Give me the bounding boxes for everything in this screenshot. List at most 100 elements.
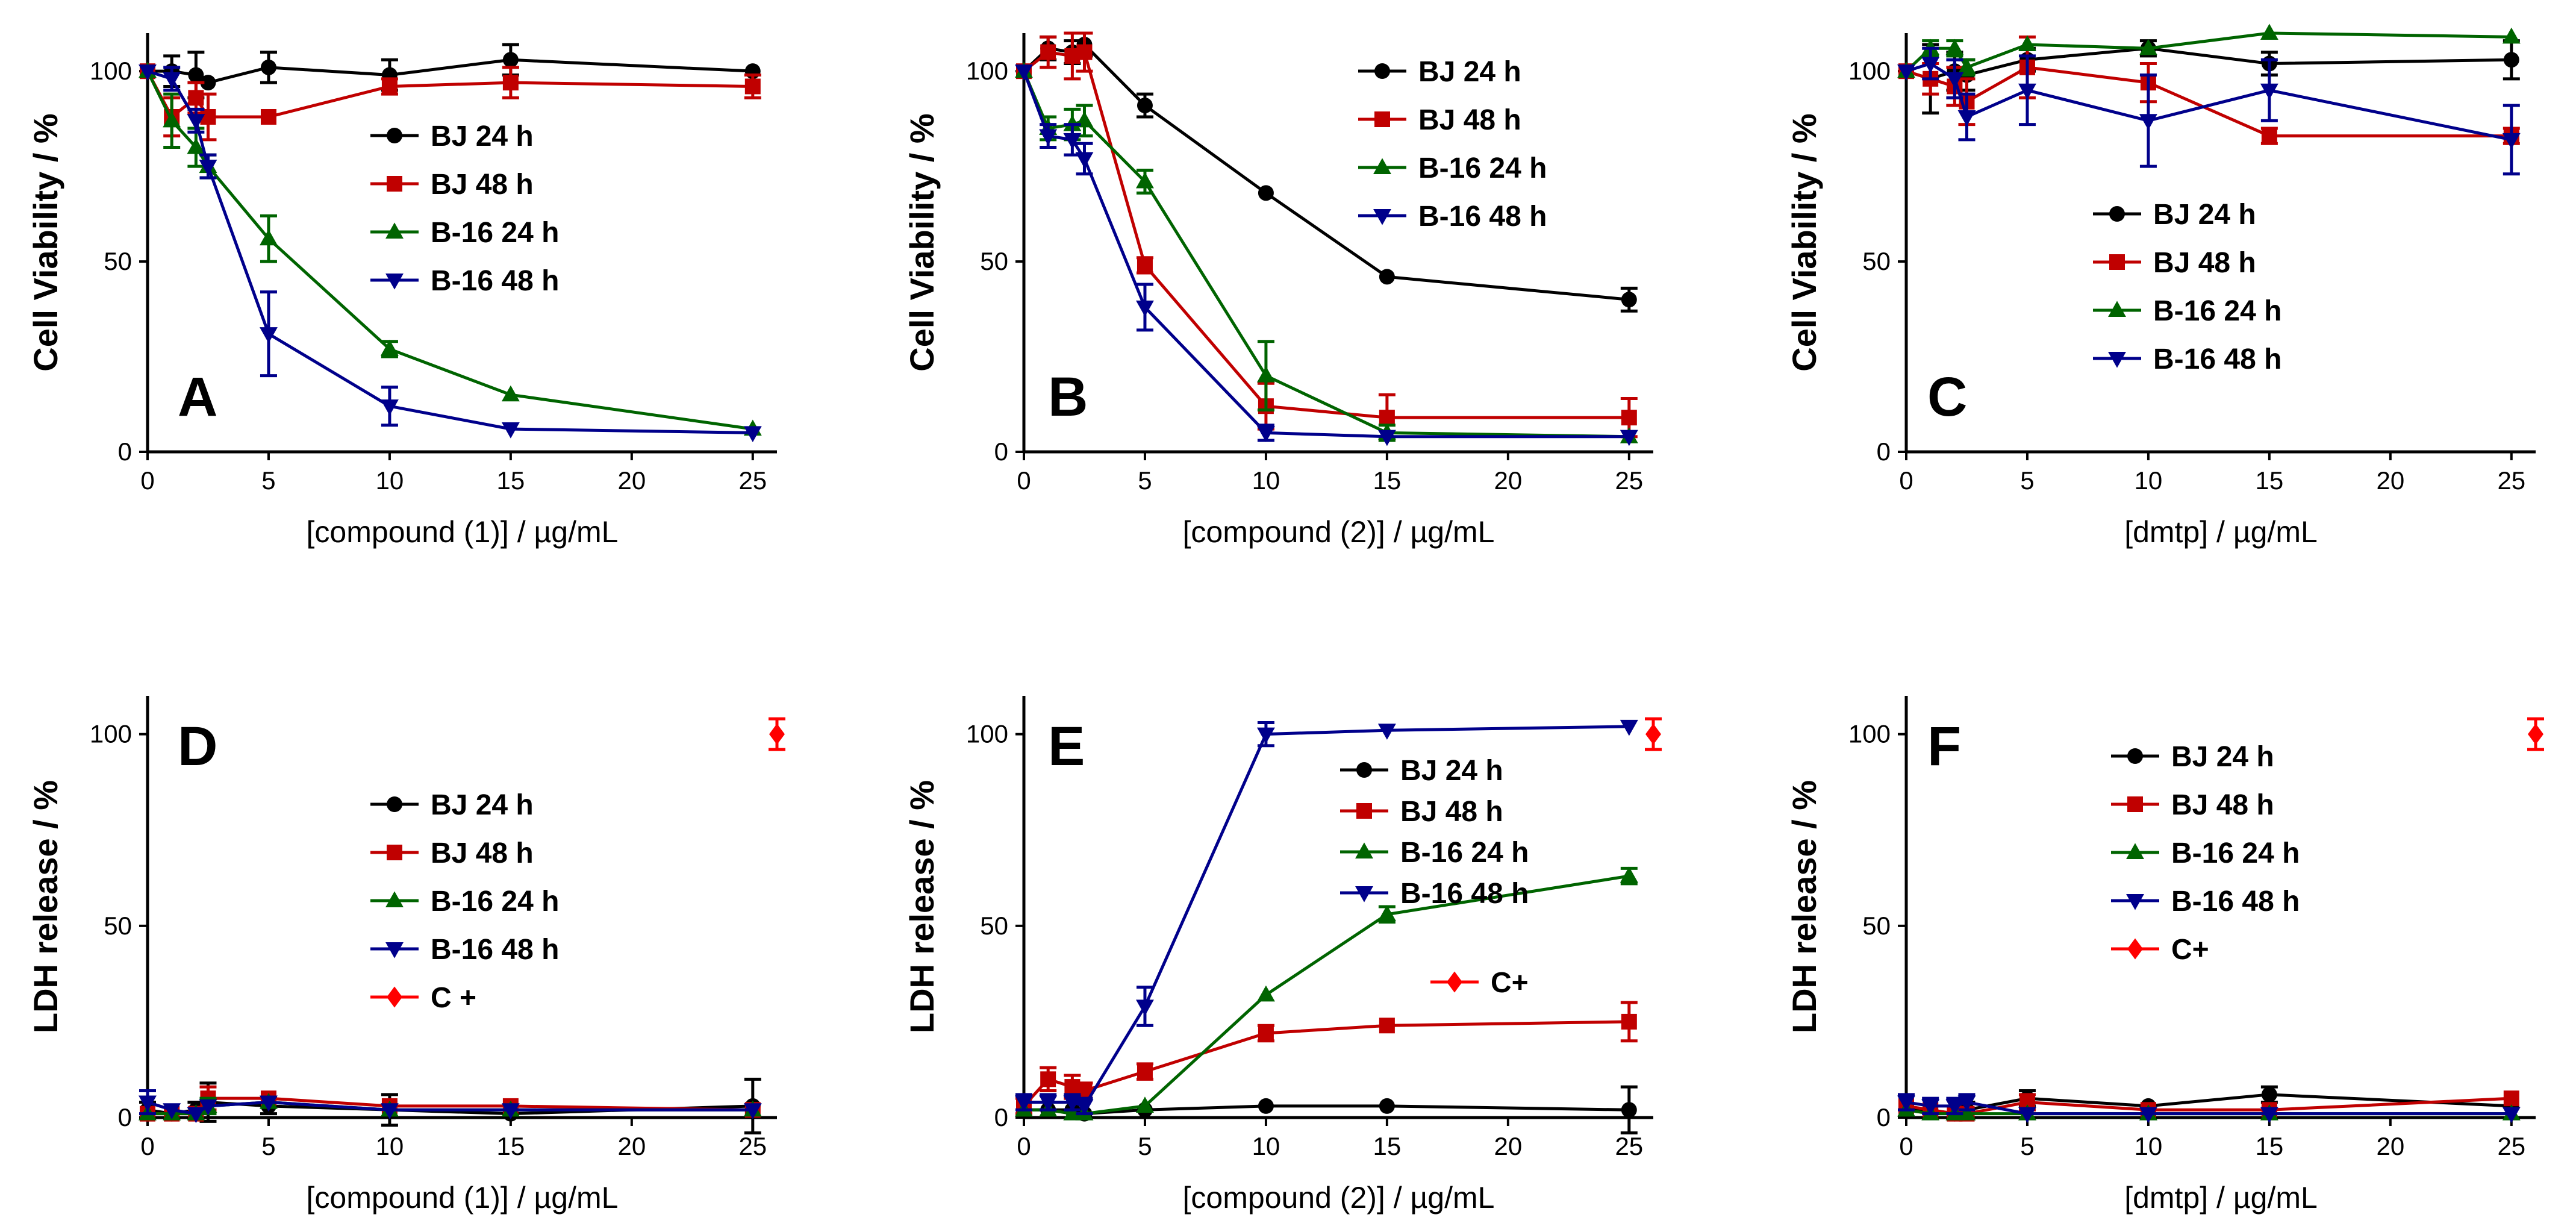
y-axis-title: Cell Viability / % [903,113,941,371]
x-tick-label: 10 [2135,1132,2163,1160]
data-point [163,111,181,128]
legend-label: C+ [2171,934,2209,966]
data-point [2261,128,2277,144]
legend-marker [1356,803,1372,819]
legend-label: BJ 24 h [431,120,534,152]
data-point [1256,985,1275,1002]
series-c [2527,717,2544,751]
data-point [1379,269,1395,285]
legend-item-b-16-24-h: B-16 24 h [2093,295,2281,327]
x-tick-label: 15 [2256,466,2284,495]
legend-item-b-16-48-h: B-16 48 h [370,265,559,297]
legend-marker [1447,971,1462,993]
data-point [1621,410,1637,426]
y-axis-title: LDH release / % [903,780,941,1033]
x-tick-label: 5 [261,1132,275,1160]
x-tick-label: 10 [1252,466,1280,495]
data-point [743,426,762,443]
data-point [1136,172,1154,189]
data-point [1957,1095,1976,1112]
series-bj-24-h [140,43,761,99]
data-point [1258,185,1274,201]
legend-label: B-16 24 h [1400,837,1529,869]
data-point [1256,727,1275,744]
data-point [1945,1099,1964,1116]
data-point [380,399,399,416]
panel-f: 0 5 10 15 20 25 0 50 100 [dmtp] / µg/mL LDH releas… [1785,696,2544,1215]
legend-item-bj-48-h: BJ 48 h [1358,104,1521,136]
data-point [1136,1096,1154,1113]
x-tick-label: 10 [376,1132,404,1160]
legend-label: B-16 48 h [2153,343,2281,375]
data-point [1620,430,1638,446]
data-point [380,1103,399,1119]
data-point [501,1103,520,1119]
data-point [1258,1025,1274,1041]
y-tick-label: 0 [994,1103,1008,1131]
x-tick-label: 25 [2497,466,2525,495]
data-point [1377,905,1396,921]
x-tick-label: 25 [1615,1132,1643,1160]
data-point [1921,57,1940,73]
legend-item-bj-48-h: BJ 48 h [370,169,534,201]
legend-marker [387,845,402,860]
legend-marker [1374,63,1390,79]
panel-letter: B [1048,366,1088,428]
legend-label: B-16 24 h [1418,152,1547,184]
data-point [1137,98,1153,114]
data-point [139,64,157,81]
legend-label: B-16 24 h [2153,295,2281,327]
data-point [1379,410,1395,426]
data-point [1620,866,1638,883]
x-tick-label: 25 [2497,1132,2525,1160]
legend-item-bj-24-h: BJ 24 h [1340,755,1503,787]
data-point [2260,1107,2278,1124]
y-tick-label: 0 [994,437,1008,466]
series-b-16-48-h [1015,64,1638,446]
x-axis-title: [dmtp] / µg/mL [2124,515,2318,549]
x-tick-label: 20 [1494,466,1522,495]
y-tick-label: 50 [104,912,132,940]
data-point [1945,39,1964,55]
data-point [380,339,399,356]
x-tick-label: 10 [376,466,404,495]
series-line [148,58,753,84]
data-point [1258,1098,1274,1114]
legend-item-b-16-48-h: B-16 48 h [2093,343,2281,375]
series-line [146,70,753,119]
data-point [187,114,205,130]
legend-marker [385,942,404,958]
data-point [199,160,217,176]
legend-label: C+ [1491,967,1529,999]
data-point [1015,1095,1033,1112]
series-bj-48-h [1015,1001,1638,1116]
data-point [1063,133,1082,149]
x-axis-title: [compound (1)] / µg/mL [307,515,619,549]
data-point [1957,1104,1976,1121]
legend-marker [1373,208,1391,225]
panel-letter: C [1927,366,1967,428]
legend-item-b-16-24-h: B-16 24 h [2111,837,2300,869]
legend-marker [2126,893,2144,910]
legend-label: BJ 48 h [431,837,534,869]
data-point [1645,724,1661,745]
x-tick-label: 0 [140,466,154,495]
legend-label: BJ 48 h [2171,789,2274,821]
data-point [1137,257,1153,274]
panel-letter: F [1927,716,1961,777]
data-point [744,78,761,95]
data-point [187,137,205,154]
series-b-16-24-h [1015,61,1638,443]
legend-label: B-16 48 h [431,265,559,297]
y-tick-label: 100 [90,57,132,85]
data-point [2503,1090,2519,1107]
series-line [1906,61,2512,142]
data-point [2018,35,2036,52]
data-point [1039,129,1058,146]
x-tick-label: 0 [1017,466,1031,495]
data-point [1897,1095,1915,1112]
legend-marker [2108,351,2126,368]
legend-label: C + [431,982,476,1014]
legend-item-bj-24-h: BJ 24 h [2111,741,2274,773]
legend-item-bj-48-h: BJ 48 h [2111,789,2274,821]
